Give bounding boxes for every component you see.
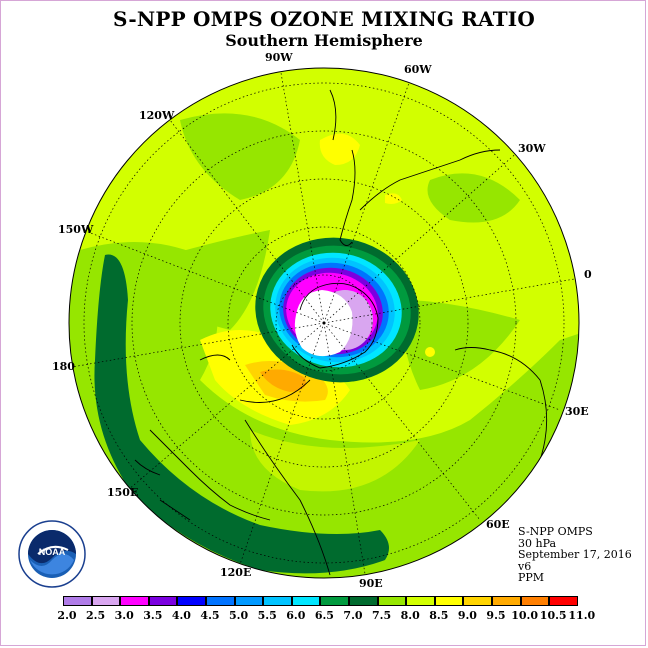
lon-label-180: 180	[52, 360, 75, 373]
lon-label-150e: 150E	[107, 486, 139, 499]
product-info: S-NPP OMPS 30 hPa September 17, 2016 v6 …	[518, 526, 632, 584]
colorbar-swatch	[434, 596, 464, 606]
colorbar-tick-label: 5.5	[257, 609, 277, 622]
colorbar-swatch	[205, 596, 235, 606]
field-7-0-band	[94, 254, 389, 574]
lon-label-150w: 150W	[58, 223, 94, 236]
info-version: v6	[518, 559, 532, 573]
lon-label-60w: 60W	[404, 63, 432, 76]
colorbar-tick-label: 6.5	[314, 609, 334, 622]
info-date: September 17, 2016	[518, 548, 632, 561]
lon-label-30e: 30E	[565, 405, 589, 418]
colorbar-tick-label: 5.0	[229, 609, 249, 622]
colorbar	[63, 596, 578, 606]
lon-label-30w: 30W	[518, 142, 546, 155]
colorbar-ticks: 2.0 2.5 3.0 3.5 4.0 4.5 5.0 5.5 6.0 6.5 7.0 7.5 8.0 8…	[0, 609, 648, 623]
colorbar-tick-label: 7.5	[372, 609, 392, 622]
colorbar-tick-label: 8.0	[400, 609, 420, 622]
colorbar-swatch	[148, 596, 178, 606]
colorbar-tick-label: 2.0	[57, 609, 77, 622]
colorbar-tick-label: 8.5	[429, 609, 449, 622]
colorbar-swatch	[177, 596, 206, 606]
svg-text:NOAA: NOAA	[39, 547, 66, 557]
colorbar-tick-label: 4.0	[171, 609, 191, 622]
colorbar-tick-label: 2.5	[86, 609, 106, 622]
colorbar-tick-label: 3.0	[114, 609, 134, 622]
lon-label-90w: 90W	[265, 51, 293, 64]
colorbar-swatch	[348, 596, 378, 606]
colorbar-swatch	[291, 596, 321, 606]
colorbar-tick-label: 9.5	[486, 609, 506, 622]
lon-label-60e: 60E	[486, 518, 510, 531]
lon-label-120w: 120W	[139, 109, 175, 122]
map-boundary	[68, 67, 580, 579]
info-units: PPM	[518, 571, 545, 584]
map-title: S-NPP OMPS OZONE MIXING RATIO	[113, 7, 535, 31]
colorbar-swatch	[463, 596, 492, 606]
colorbar-swatch	[120, 596, 149, 606]
lon-label-120e: 120E	[220, 566, 252, 579]
colorbar-swatch	[91, 596, 121, 606]
colorbar-swatch	[263, 596, 292, 606]
info-level: 30 hPa	[518, 536, 557, 550]
colorbar-tick-label: 3.5	[143, 609, 163, 622]
colorbar-tick-label: 10.5	[539, 609, 567, 622]
lon-label-90e: 90E	[359, 577, 383, 590]
colorbar-swatch	[63, 596, 92, 606]
south-pole-marker	[322, 321, 326, 325]
info-instrument: S-NPP OMPS	[518, 525, 593, 538]
colorbar-tick-label: 7.0	[343, 609, 363, 622]
colorbar-swatch	[549, 596, 578, 606]
colorbar-tick-label: 9.0	[457, 609, 477, 622]
colorbar-swatch	[406, 596, 435, 606]
noaa-logo: NOAA	[18, 520, 86, 588]
colorbar-tick-label: 11.0	[568, 609, 596, 622]
colorbar-tick-label: 4.5	[200, 609, 220, 622]
colorbar-swatch	[520, 596, 550, 606]
lon-label-0: 0	[584, 268, 592, 281]
colorbar-swatch	[377, 596, 407, 606]
colorbar-tick-label: 6.0	[286, 609, 306, 622]
map-subtitle: Southern Hemisphere	[225, 31, 423, 50]
colorbar-tick-label: 10.0	[511, 609, 538, 622]
colorbar-swatch	[234, 596, 264, 606]
colorbar-swatch	[491, 596, 521, 606]
colorbar-swatch	[320, 596, 349, 606]
